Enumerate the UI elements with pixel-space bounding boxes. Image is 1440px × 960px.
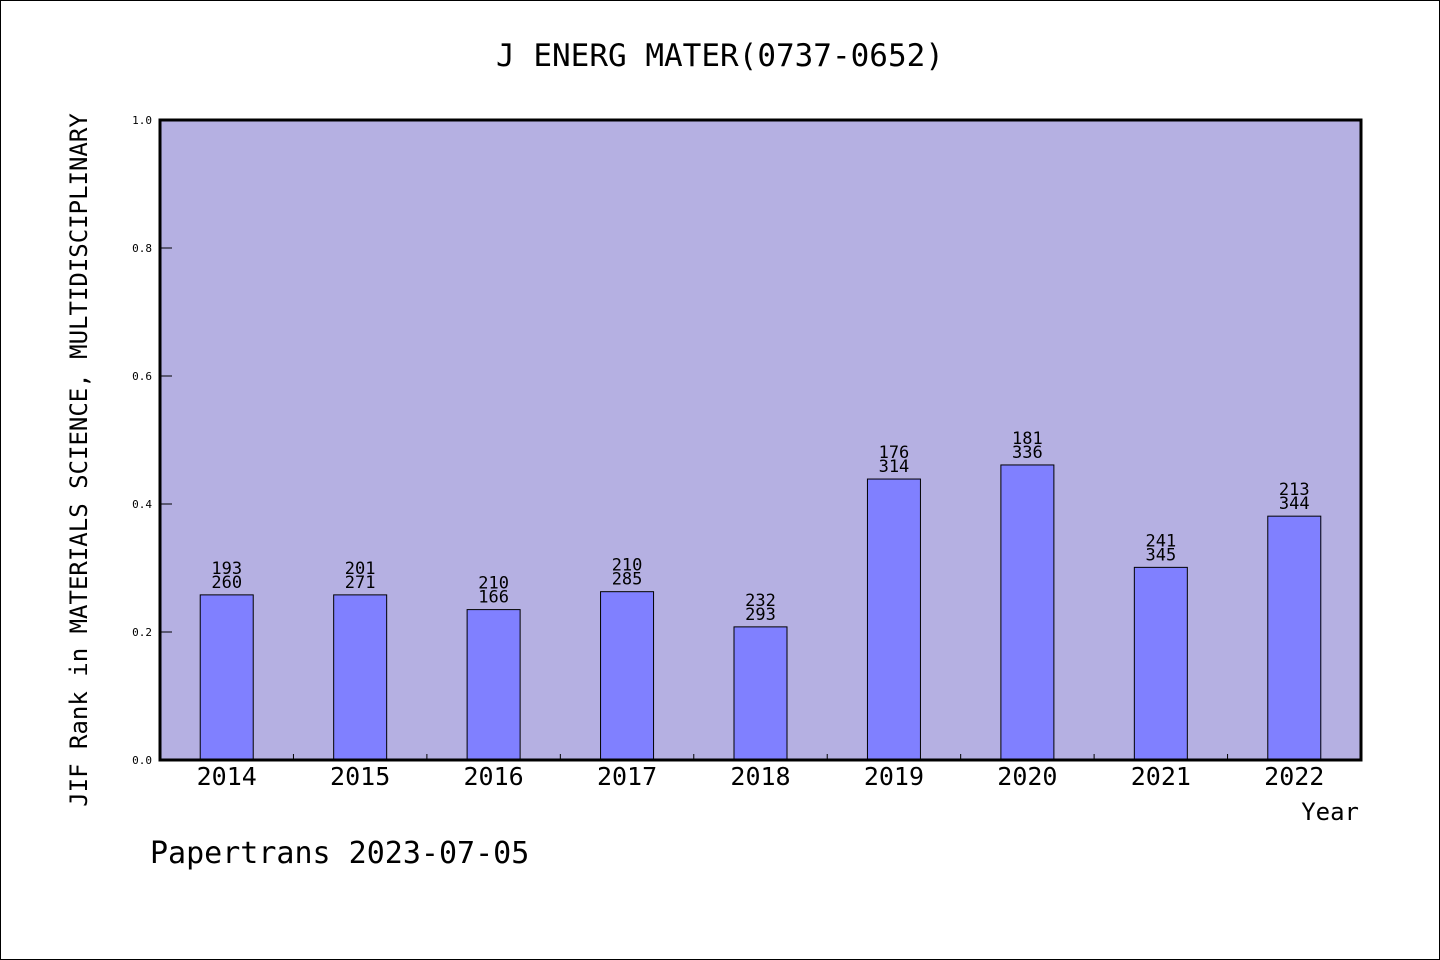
bar	[1267, 515, 1322, 761]
x-tick-label: 2019	[864, 762, 924, 791]
bar-label-bottom: 166	[478, 588, 509, 608]
bar	[1133, 566, 1188, 761]
footer-credit: Papertrans 2023-07-05	[150, 836, 529, 871]
y-axis: 0.0 0.2 0.4 0.6 0.8 1.0	[132, 114, 172, 767]
bar	[1000, 464, 1055, 761]
chart-title: J ENERG MATER(0737-0652)	[496, 38, 944, 74]
bar-label-top: 213	[1279, 480, 1310, 500]
bar-label-bottom: 285	[612, 570, 643, 590]
x-axis: 2014 2015 2016 2017 2018 2019 2020 2021 2022	[197, 754, 1324, 791]
y-axis-label: JIF Rank in MATERIALS SCIENCE, MULTIDISC…	[65, 113, 93, 807]
bar-label-top: 176	[879, 443, 910, 463]
x-tick-label: 2022	[1264, 762, 1324, 791]
bar	[733, 626, 788, 761]
bar-label-top: 210	[612, 556, 643, 576]
y-tick-label: 0.4	[132, 498, 152, 511]
bar	[600, 591, 655, 761]
y-tick-label: 0.2	[132, 626, 152, 639]
bar-label-top: 201	[345, 559, 376, 579]
bar-label-bottom: 344	[1279, 494, 1310, 514]
bar-label-top: 193	[211, 559, 242, 579]
bar	[333, 594, 388, 761]
x-tick-label: 2015	[330, 762, 390, 791]
bar-label-bottom: 260	[211, 573, 242, 593]
y-tick-label: 0.8	[132, 242, 152, 255]
x-tick-label: 2014	[197, 762, 257, 791]
bar-label-top: 181	[1012, 429, 1043, 449]
x-axis-label: Year	[1301, 798, 1359, 826]
bar	[199, 594, 254, 761]
x-tick-label: 2020	[997, 762, 1057, 791]
bar-label-bottom: 345	[1145, 545, 1176, 565]
x-tick-label: 2017	[597, 762, 657, 791]
bar	[466, 609, 521, 761]
bar-label-top: 232	[745, 591, 776, 611]
bar	[866, 478, 921, 761]
plot-border	[158, 118, 1363, 762]
y-tick-label: 0.6	[132, 370, 152, 383]
bar-label-bottom: 271	[345, 573, 376, 593]
x-tick-label: 2016	[464, 762, 524, 791]
bar-label-bottom: 293	[745, 605, 776, 625]
x-tick-label: 2021	[1131, 762, 1191, 791]
bar-label-bottom: 336	[1012, 443, 1043, 463]
y-tick-label: 1.0	[132, 114, 152, 127]
bar-label-top: 241	[1145, 531, 1176, 551]
x-tick-label: 2018	[730, 762, 790, 791]
bar-label-bottom: 314	[879, 457, 910, 477]
y-tick-label: 0.0	[132, 754, 152, 767]
bar-label-top: 210	[478, 574, 509, 594]
